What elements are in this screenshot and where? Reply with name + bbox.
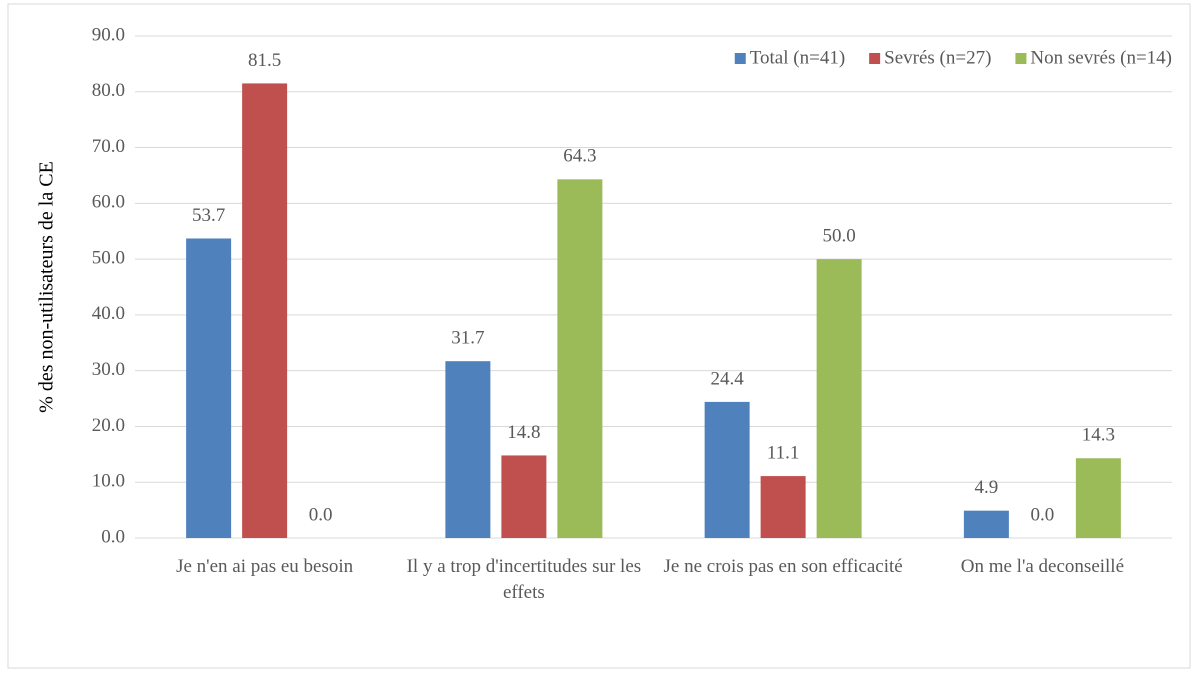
x-tick-label: Je ne crois pas en son efficacité [663, 556, 903, 577]
legend-label: Non sevrés (n=14) [1030, 47, 1172, 68]
x-tick-label: Je n'en ai pas eu besoin [176, 556, 354, 577]
bar [445, 361, 491, 538]
y-tick-label: 90.0 [92, 24, 125, 45]
data-label: 64.3 [563, 146, 596, 167]
y-tick-label: 50.0 [92, 247, 125, 268]
bar [816, 259, 862, 538]
legend-label: Total (n=41) [750, 47, 845, 68]
data-label: 24.4 [711, 368, 745, 389]
bar [186, 238, 232, 538]
data-label: 0.0 [309, 504, 333, 525]
data-label: 0.0 [1031, 504, 1055, 525]
data-label: 14.8 [507, 422, 540, 443]
data-label: 4.9 [975, 477, 999, 498]
y-tick-label: 80.0 [92, 80, 125, 101]
y-axis-title: % des non-utilisateurs de la CE [36, 161, 58, 413]
legend-swatch [734, 53, 746, 64]
data-label: 81.5 [248, 50, 281, 71]
data-label: 31.7 [451, 328, 484, 349]
x-tick-label: On me l'a deconseillé [960, 556, 1125, 577]
legend-swatch [869, 53, 881, 64]
y-tick-label: 30.0 [92, 359, 125, 380]
bar [242, 83, 288, 539]
y-tick-label: 70.0 [92, 136, 125, 157]
x-tick-label: Il y a trop d'incertitudes sur les effet… [406, 556, 642, 603]
y-tick-label: 60.0 [92, 192, 125, 213]
legend-swatch [1015, 53, 1027, 64]
legend-label: Sevrés (n=27) [884, 47, 991, 68]
data-label: 53.7 [192, 205, 225, 226]
bar [557, 179, 603, 539]
bar [760, 476, 806, 538]
data-label: 14.3 [1082, 425, 1115, 446]
y-tick-label: 0.0 [101, 526, 125, 547]
data-label: 50.0 [823, 225, 856, 246]
bar [501, 455, 547, 538]
bar [704, 401, 750, 538]
y-tick-label: 10.0 [92, 471, 125, 492]
y-tick-label: 20.0 [92, 415, 125, 436]
data-label: 11.1 [767, 442, 800, 463]
y-tick-label: 40.0 [92, 303, 125, 324]
bar [963, 510, 1009, 538]
bar [1075, 458, 1121, 538]
